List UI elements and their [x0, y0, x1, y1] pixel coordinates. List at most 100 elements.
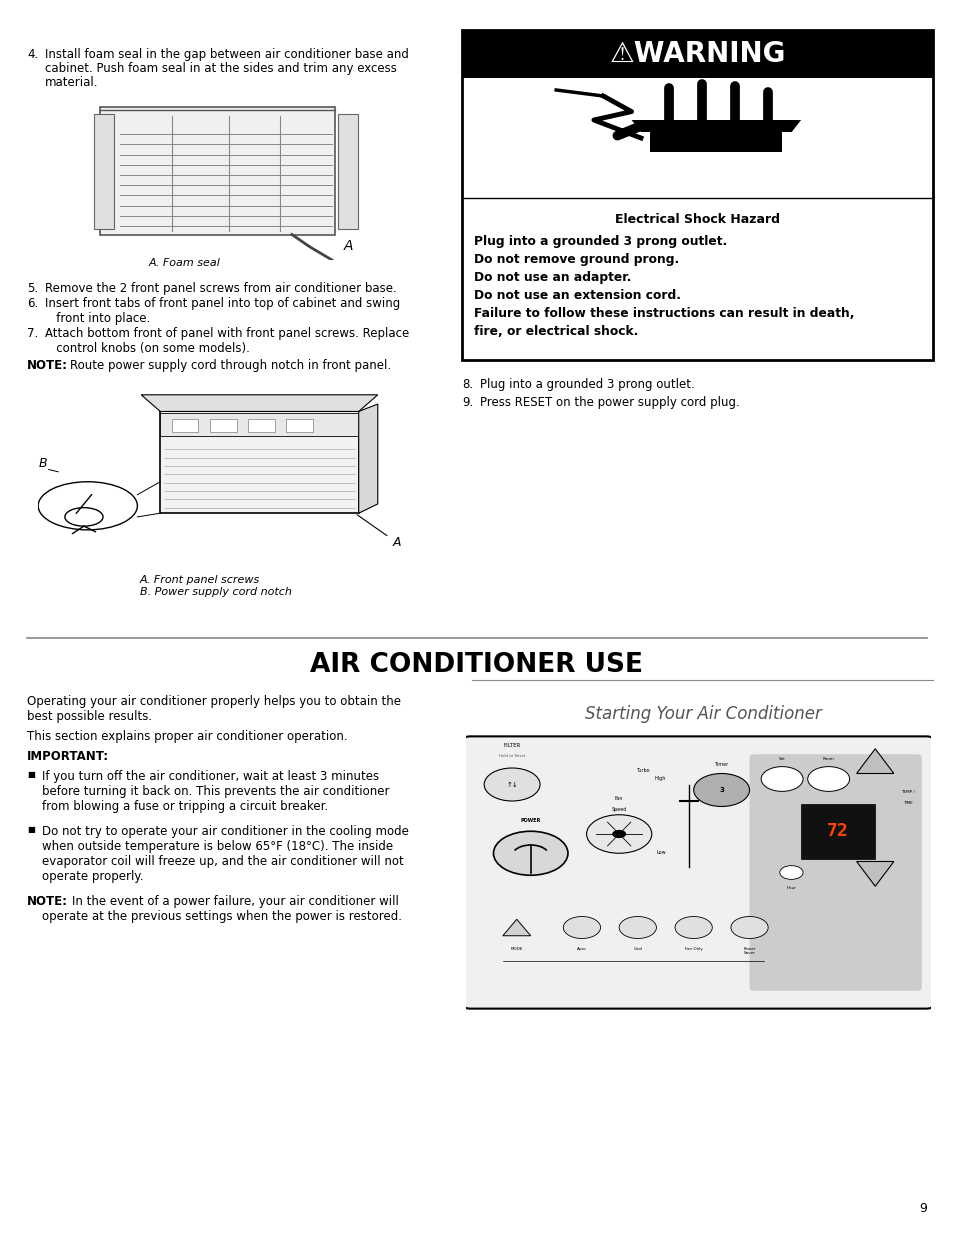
Text: Electrical Shock Hazard: Electrical Shock Hazard — [615, 212, 780, 226]
Text: Insert front tabs of front panel into top of cabinet and swing: Insert front tabs of front panel into to… — [45, 296, 400, 310]
Bar — [650, 128, 781, 152]
Text: 3: 3 — [719, 787, 723, 793]
Text: High: High — [654, 777, 665, 782]
Text: operate at the previous settings when the power is restored.: operate at the previous settings when th… — [42, 910, 401, 923]
Text: 5.: 5. — [27, 282, 38, 295]
Text: 72: 72 — [826, 823, 848, 840]
Text: Starting Your Air Conditioner: Starting Your Air Conditioner — [584, 705, 821, 722]
Bar — [100, 107, 335, 235]
Text: NOTE:: NOTE: — [27, 359, 68, 372]
Polygon shape — [856, 748, 893, 773]
Polygon shape — [631, 120, 801, 132]
Text: Low: Low — [656, 851, 665, 856]
Polygon shape — [856, 862, 893, 887]
Circle shape — [807, 767, 849, 792]
Text: MODE: MODE — [510, 947, 522, 951]
Text: ⚠WARNING: ⚠WARNING — [609, 40, 785, 68]
Bar — [337, 114, 357, 230]
Text: A. Front panel screws: A. Front panel screws — [140, 576, 260, 585]
Text: Fan: Fan — [615, 795, 622, 800]
Text: Auto: Auto — [577, 947, 586, 951]
Circle shape — [618, 916, 656, 939]
Text: 9: 9 — [918, 1202, 926, 1215]
Circle shape — [693, 773, 749, 806]
Text: A: A — [393, 536, 401, 550]
Text: when outside temperature is below 65°F (18°C). The inside: when outside temperature is below 65°F (… — [42, 840, 393, 853]
Text: Do not remove ground prong.: Do not remove ground prong. — [474, 253, 679, 266]
Text: ■: ■ — [27, 769, 35, 779]
Text: AIR CONDITIONER USE: AIR CONDITIONER USE — [310, 652, 643, 678]
Circle shape — [779, 866, 802, 879]
Text: Plug into a grounded 3 prong outlet.: Plug into a grounded 3 prong outlet. — [474, 235, 726, 248]
Text: Do not use an adapter.: Do not use an adapter. — [474, 270, 631, 284]
Text: Hour: Hour — [785, 887, 796, 890]
Circle shape — [675, 916, 712, 939]
Bar — [94, 114, 114, 230]
Text: before turning it back on. This prevents the air conditioner: before turning it back on. This prevents… — [42, 785, 389, 798]
Text: Cool: Cool — [633, 947, 641, 951]
Text: Press RESET on the power supply cord plug.: Press RESET on the power supply cord plu… — [479, 396, 739, 409]
Text: control knobs (on some models).: control knobs (on some models). — [45, 342, 250, 354]
Text: Fan Only: Fan Only — [684, 947, 701, 951]
Text: 8.: 8. — [461, 378, 473, 391]
Text: 9.: 9. — [461, 396, 473, 409]
Circle shape — [493, 831, 567, 876]
Text: ↑↓: ↑↓ — [506, 782, 517, 788]
Text: IMPORTANT:: IMPORTANT: — [27, 750, 109, 763]
Bar — [172, 419, 198, 432]
Text: fire, or electrical shock.: fire, or electrical shock. — [474, 325, 638, 338]
Text: from blowing a fuse or tripping a circuit breaker.: from blowing a fuse or tripping a circui… — [42, 800, 328, 813]
Bar — [210, 419, 236, 432]
Text: FILTER: FILTER — [503, 743, 520, 748]
Text: Timer: Timer — [714, 762, 728, 767]
Circle shape — [760, 767, 802, 792]
Text: TIME: TIME — [902, 802, 912, 805]
Text: Install foam seal in the gap between air conditioner base and: Install foam seal in the gap between air… — [45, 48, 409, 61]
Text: A: A — [343, 240, 353, 253]
Text: Set: Set — [778, 757, 784, 761]
Text: Speed: Speed — [611, 806, 626, 811]
Text: front into place.: front into place. — [45, 312, 150, 325]
Polygon shape — [141, 395, 377, 411]
Circle shape — [612, 830, 625, 839]
Text: Do not use an extension cord.: Do not use an extension cord. — [474, 289, 680, 303]
FancyBboxPatch shape — [160, 411, 358, 514]
Text: TEMP /: TEMP / — [900, 790, 914, 794]
Text: This section explains proper air conditioner operation.: This section explains proper air conditi… — [27, 730, 347, 743]
Text: Hold to Reset: Hold to Reset — [498, 755, 525, 758]
Circle shape — [562, 916, 600, 939]
Bar — [461, 30, 932, 359]
Text: POWER: POWER — [520, 818, 540, 823]
Text: 6.: 6. — [27, 296, 38, 310]
Text: NOTE:: NOTE: — [27, 895, 68, 908]
Text: Remove the 2 front panel screws from air conditioner base.: Remove the 2 front panel screws from air… — [45, 282, 396, 295]
Text: Power
Saver: Power Saver — [742, 947, 755, 956]
Bar — [286, 419, 313, 432]
Text: Plug into a grounded 3 prong outlet.: Plug into a grounded 3 prong outlet. — [479, 378, 694, 391]
Text: A. Foam seal: A. Foam seal — [149, 258, 221, 268]
Text: Attach bottom front of panel with front panel screws. Replace: Attach bottom front of panel with front … — [45, 327, 409, 340]
Text: Turbo: Turbo — [635, 768, 649, 773]
Text: best possible results.: best possible results. — [27, 710, 152, 722]
Text: Operating your air conditioner properly helps you to obtain the: Operating your air conditioner properly … — [27, 695, 400, 708]
FancyBboxPatch shape — [463, 736, 932, 1009]
Polygon shape — [502, 919, 530, 936]
Text: B: B — [38, 457, 47, 469]
Text: If you turn off the air conditioner, wait at least 3 minutes: If you turn off the air conditioner, wai… — [42, 769, 378, 783]
Text: 4.: 4. — [27, 48, 38, 61]
Text: Do not try to operate your air conditioner in the cooling mode: Do not try to operate your air condition… — [42, 825, 409, 839]
Text: Room: Room — [821, 757, 834, 761]
Text: 7.: 7. — [27, 327, 38, 340]
Polygon shape — [358, 404, 377, 514]
Text: B. Power supply cord notch: B. Power supply cord notch — [140, 587, 292, 597]
Text: Route power supply cord through notch in front panel.: Route power supply cord through notch in… — [70, 359, 391, 372]
Circle shape — [586, 815, 651, 853]
Text: In the event of a power failure, your air conditioner will: In the event of a power failure, your ai… — [71, 895, 398, 908]
Text: evaporator coil will freeze up, and the air conditioner will not: evaporator coil will freeze up, and the … — [42, 855, 403, 868]
Bar — [160, 414, 358, 436]
Bar — [800, 804, 874, 858]
Circle shape — [484, 768, 539, 802]
Bar — [248, 419, 274, 432]
FancyBboxPatch shape — [749, 755, 921, 990]
Text: ■: ■ — [27, 825, 35, 834]
